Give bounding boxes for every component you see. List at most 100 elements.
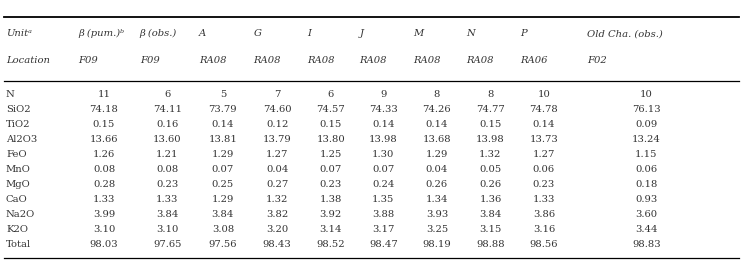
Text: 0.15: 0.15 bbox=[319, 120, 342, 129]
Text: 0.26: 0.26 bbox=[479, 180, 502, 189]
Text: 1.29: 1.29 bbox=[212, 150, 234, 159]
Text: 1.33: 1.33 bbox=[156, 195, 178, 204]
Text: 8: 8 bbox=[487, 90, 493, 99]
Text: 1.29: 1.29 bbox=[426, 150, 448, 159]
Text: 97.65: 97.65 bbox=[153, 240, 181, 249]
Text: 10: 10 bbox=[537, 90, 551, 99]
Text: 74.78: 74.78 bbox=[530, 105, 558, 114]
Text: 98.43: 98.43 bbox=[263, 240, 291, 249]
Text: RA08: RA08 bbox=[307, 56, 334, 65]
Text: 1.33: 1.33 bbox=[533, 195, 555, 204]
Text: 8: 8 bbox=[434, 90, 440, 99]
Text: 3.17: 3.17 bbox=[372, 225, 395, 234]
Text: 74.57: 74.57 bbox=[317, 105, 345, 114]
Text: 0.18: 0.18 bbox=[635, 180, 658, 189]
Text: 13.81: 13.81 bbox=[209, 135, 237, 144]
Text: N: N bbox=[6, 90, 15, 99]
Text: 0.14: 0.14 bbox=[533, 120, 555, 129]
Text: 97.56: 97.56 bbox=[209, 240, 237, 249]
Text: 3.15: 3.15 bbox=[479, 225, 502, 234]
Text: J: J bbox=[360, 29, 363, 38]
Text: 3.14: 3.14 bbox=[319, 225, 342, 234]
Text: 98.52: 98.52 bbox=[317, 240, 345, 249]
Text: 10: 10 bbox=[640, 90, 653, 99]
Text: 1.25: 1.25 bbox=[319, 150, 342, 159]
Text: 7: 7 bbox=[274, 90, 280, 99]
Text: 0.23: 0.23 bbox=[319, 180, 342, 189]
Text: 13.80: 13.80 bbox=[317, 135, 345, 144]
Text: 3.44: 3.44 bbox=[635, 225, 658, 234]
Text: 3.10: 3.10 bbox=[156, 225, 178, 234]
Text: 98.56: 98.56 bbox=[530, 240, 558, 249]
Text: RA08: RA08 bbox=[467, 56, 494, 65]
Text: 0.16: 0.16 bbox=[156, 120, 178, 129]
Text: 3.20: 3.20 bbox=[266, 225, 288, 234]
Text: 13.60: 13.60 bbox=[153, 135, 181, 144]
Text: 3.10: 3.10 bbox=[93, 225, 115, 234]
Text: 3.93: 3.93 bbox=[426, 210, 448, 219]
Text: I: I bbox=[307, 29, 311, 38]
Text: 1.36: 1.36 bbox=[479, 195, 502, 204]
Text: 1.33: 1.33 bbox=[93, 195, 115, 204]
Text: F09: F09 bbox=[140, 56, 160, 65]
Text: 0.25: 0.25 bbox=[212, 180, 234, 189]
Text: RA08: RA08 bbox=[360, 56, 387, 65]
Text: 1.32: 1.32 bbox=[266, 195, 288, 204]
Text: F09: F09 bbox=[78, 56, 98, 65]
Text: 1.30: 1.30 bbox=[372, 150, 395, 159]
Text: 0.14: 0.14 bbox=[372, 120, 395, 129]
Text: 1.32: 1.32 bbox=[479, 150, 502, 159]
Text: 3.84: 3.84 bbox=[156, 210, 178, 219]
Text: N: N bbox=[467, 29, 476, 38]
Text: RA08: RA08 bbox=[413, 56, 441, 65]
Text: 0.15: 0.15 bbox=[93, 120, 115, 129]
Text: 98.19: 98.19 bbox=[423, 240, 451, 249]
Text: 74.18: 74.18 bbox=[90, 105, 118, 114]
Text: Na2O: Na2O bbox=[6, 210, 35, 219]
Text: 1.21: 1.21 bbox=[156, 150, 178, 159]
Text: 3.99: 3.99 bbox=[93, 210, 115, 219]
Text: MnO: MnO bbox=[6, 165, 30, 174]
Text: 98.88: 98.88 bbox=[476, 240, 504, 249]
Text: 0.08: 0.08 bbox=[156, 165, 178, 174]
Text: 1.27: 1.27 bbox=[266, 150, 288, 159]
Text: 98.83: 98.83 bbox=[632, 240, 661, 249]
Text: 1.34: 1.34 bbox=[426, 195, 448, 204]
Text: 0.09: 0.09 bbox=[635, 120, 658, 129]
Text: β (obs.): β (obs.) bbox=[140, 29, 177, 38]
Text: 13.98: 13.98 bbox=[476, 135, 504, 144]
Text: 0.12: 0.12 bbox=[266, 120, 288, 129]
Text: 0.27: 0.27 bbox=[266, 180, 288, 189]
Text: 0.24: 0.24 bbox=[372, 180, 395, 189]
Text: 98.03: 98.03 bbox=[90, 240, 118, 249]
Text: RA06: RA06 bbox=[520, 56, 548, 65]
Text: 0.05: 0.05 bbox=[479, 165, 502, 174]
Text: SiO2: SiO2 bbox=[6, 105, 30, 114]
Text: 1.15: 1.15 bbox=[635, 150, 658, 159]
Text: 98.47: 98.47 bbox=[369, 240, 398, 249]
Text: RA08: RA08 bbox=[199, 56, 227, 65]
Text: 6: 6 bbox=[328, 90, 334, 99]
Text: 1.26: 1.26 bbox=[93, 150, 115, 159]
Text: Total: Total bbox=[6, 240, 31, 249]
Text: 74.26: 74.26 bbox=[423, 105, 451, 114]
Text: K2O: K2O bbox=[6, 225, 28, 234]
Text: 0.07: 0.07 bbox=[319, 165, 342, 174]
Text: 3.92: 3.92 bbox=[319, 210, 342, 219]
Text: 13.66: 13.66 bbox=[90, 135, 118, 144]
Text: 1.38: 1.38 bbox=[319, 195, 342, 204]
Text: 0.08: 0.08 bbox=[93, 165, 115, 174]
Text: 0.14: 0.14 bbox=[212, 120, 234, 129]
Text: RA08: RA08 bbox=[253, 56, 281, 65]
Text: 5: 5 bbox=[220, 90, 226, 99]
Text: 0.15: 0.15 bbox=[479, 120, 502, 129]
Text: G: G bbox=[253, 29, 262, 38]
Text: 0.14: 0.14 bbox=[426, 120, 448, 129]
Text: Location: Location bbox=[6, 56, 50, 65]
Text: 3.84: 3.84 bbox=[479, 210, 502, 219]
Text: 0.23: 0.23 bbox=[533, 180, 555, 189]
Text: 0.07: 0.07 bbox=[212, 165, 234, 174]
Text: 3.84: 3.84 bbox=[212, 210, 234, 219]
Text: 3.16: 3.16 bbox=[533, 225, 555, 234]
Text: 13.24: 13.24 bbox=[632, 135, 661, 144]
